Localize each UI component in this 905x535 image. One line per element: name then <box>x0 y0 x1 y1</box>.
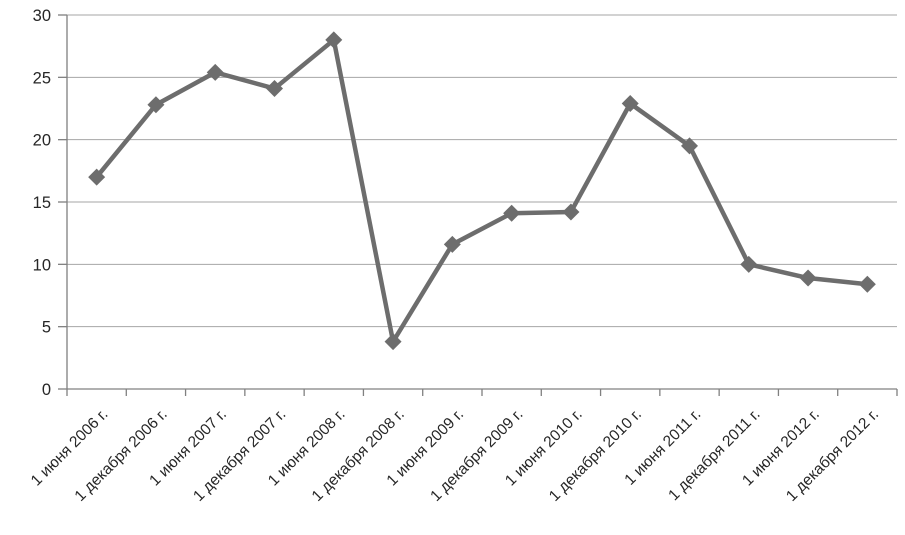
data-point-marker <box>384 333 402 351</box>
series-line <box>94 37 870 344</box>
data-point-marker <box>799 269 817 287</box>
y-tick-label: 25 <box>33 69 51 87</box>
y-tick-label: 0 <box>42 381 51 399</box>
y-tick-label: 10 <box>33 256 51 274</box>
data-point-marker <box>681 137 698 155</box>
data-point-marker <box>503 204 521 222</box>
axes <box>58 14 898 396</box>
data-point-marker <box>147 96 165 114</box>
y-axis-labels: 0 5 10 15 20 25 30 <box>33 7 51 399</box>
data-point-marker <box>858 275 876 293</box>
data-point-marker <box>325 31 343 49</box>
gridlines <box>67 14 897 328</box>
data-point-marker <box>621 95 639 113</box>
data-point-marker <box>206 63 224 81</box>
y-tick-label: 20 <box>33 132 51 150</box>
data-point-marker <box>266 80 283 98</box>
data-point-markers <box>88 31 876 351</box>
y-tick-label: 5 <box>42 319 51 337</box>
data-point-marker <box>88 168 106 186</box>
y-tick-label: 15 <box>33 194 51 212</box>
y-tick-label: 30 <box>33 7 51 25</box>
data-point-marker <box>740 255 758 273</box>
x-axis-labels: 1 июня 2006 г.1 декабря 2006 г.1 июня 20… <box>28 406 882 505</box>
data-point-marker <box>443 235 461 253</box>
data-point-marker <box>562 203 580 221</box>
